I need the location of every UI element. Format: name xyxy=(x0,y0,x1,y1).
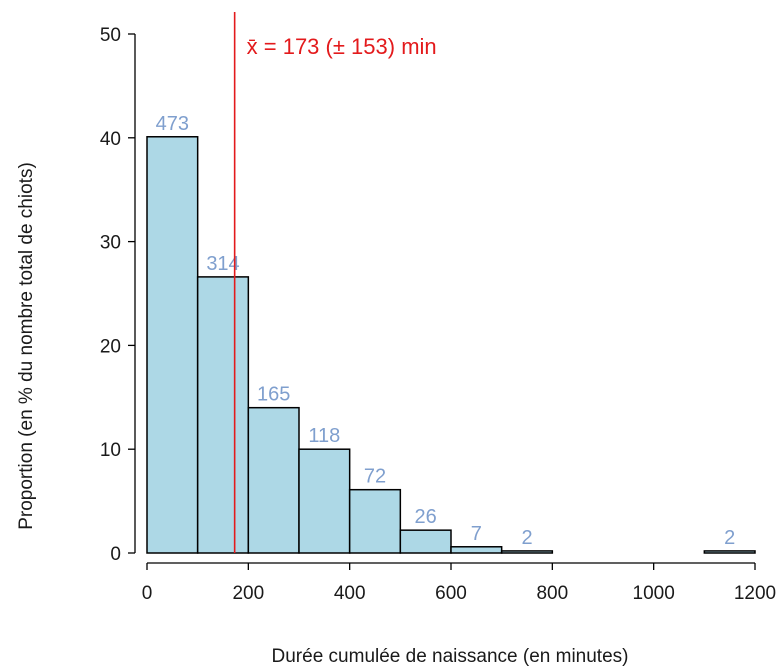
x-tick-label: 200 xyxy=(232,583,264,604)
y-axis-title: Proportion (en % du nombre total de chio… xyxy=(16,162,37,530)
y-tick-label: 50 xyxy=(100,25,121,46)
histogram-bar-1 xyxy=(196,276,250,554)
y-tick-label: 0 xyxy=(110,544,121,565)
bar-count-label: 2 xyxy=(724,527,735,549)
mean-annotation: x̄ = 173 (± 153) min xyxy=(247,34,437,59)
y-axis: 0 10 20 30 40 50 xyxy=(100,25,136,565)
bar-count-label: 26 xyxy=(415,506,437,528)
histogram-bar-0 xyxy=(146,136,199,554)
histogram-bar-5 xyxy=(399,529,452,554)
x-tick-label: 1200 xyxy=(734,583,776,604)
histogram-bar-3 xyxy=(298,448,351,554)
y-tick-label: 10 xyxy=(100,440,121,461)
x-tick-label: 600 xyxy=(435,583,467,604)
bar-count-label: 314 xyxy=(206,253,239,275)
x-axis: 0 200 400 600 800 1000 1200 xyxy=(142,562,776,604)
y-tick-label: 30 xyxy=(100,233,121,254)
histogram-bar-2 xyxy=(247,406,300,554)
bar-count-label: 118 xyxy=(308,425,340,447)
bar-count-label: 165 xyxy=(257,384,290,406)
x-tick-label: 400 xyxy=(334,583,366,604)
x-tick-label: 0 xyxy=(142,583,153,604)
x-tick-label: 800 xyxy=(536,583,568,604)
mean-group: x̄ = 173 (± 153) min xyxy=(233,12,437,553)
y-tick-label: 20 xyxy=(100,336,121,357)
bars-group xyxy=(146,136,756,554)
bar-count-label: 7 xyxy=(471,523,482,545)
bar-count-label: 72 xyxy=(364,466,386,488)
bar-count-label: 2 xyxy=(521,527,532,549)
y-tick-label: 40 xyxy=(100,129,121,150)
x-tick-label: 1000 xyxy=(633,583,675,604)
histogram-bar-7 xyxy=(500,550,554,554)
histogram-bar-6 xyxy=(450,546,503,554)
x-axis-title: Durée cumulée de naissance (en minutes) xyxy=(272,646,629,667)
bar-count-label: 473 xyxy=(156,113,189,135)
histogram-bar-11 xyxy=(703,550,756,554)
histogram-bar-4 xyxy=(348,488,402,554)
